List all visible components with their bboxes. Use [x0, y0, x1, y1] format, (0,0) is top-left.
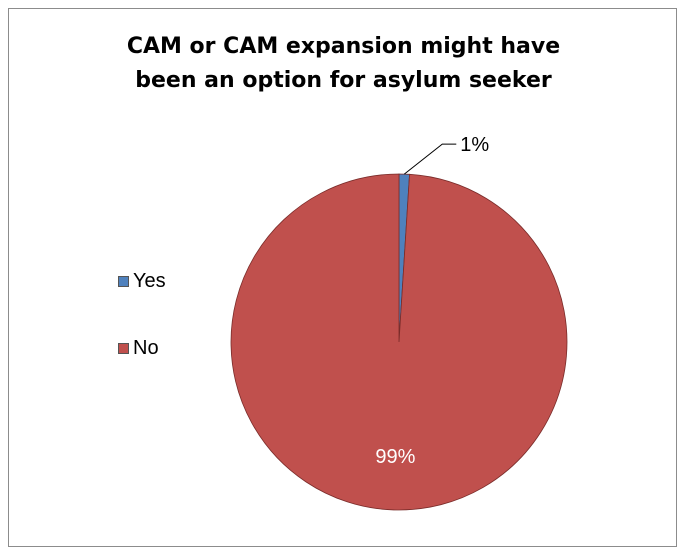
legend-swatch-no [118, 343, 129, 354]
data-label-yes: 1% [460, 134, 489, 156]
pie-slice-no [230, 173, 568, 511]
legend-swatch-yes [118, 276, 129, 287]
legend-item-yes: Yes [118, 270, 166, 293]
legend-item-no: No [118, 337, 159, 360]
chart-title: CAM or CAM expansion might have been an … [0, 30, 687, 98]
chart-title-line-1: CAM or CAM expansion might have [126, 34, 561, 59]
data-label-no: 99% [375, 446, 415, 468]
leader-line-yes [403, 143, 457, 175]
legend-label-yes: Yes [133, 270, 166, 292]
chart-title-line-2: been an option for asylum seeker [135, 68, 552, 93]
legend-label-no: No [133, 337, 159, 359]
